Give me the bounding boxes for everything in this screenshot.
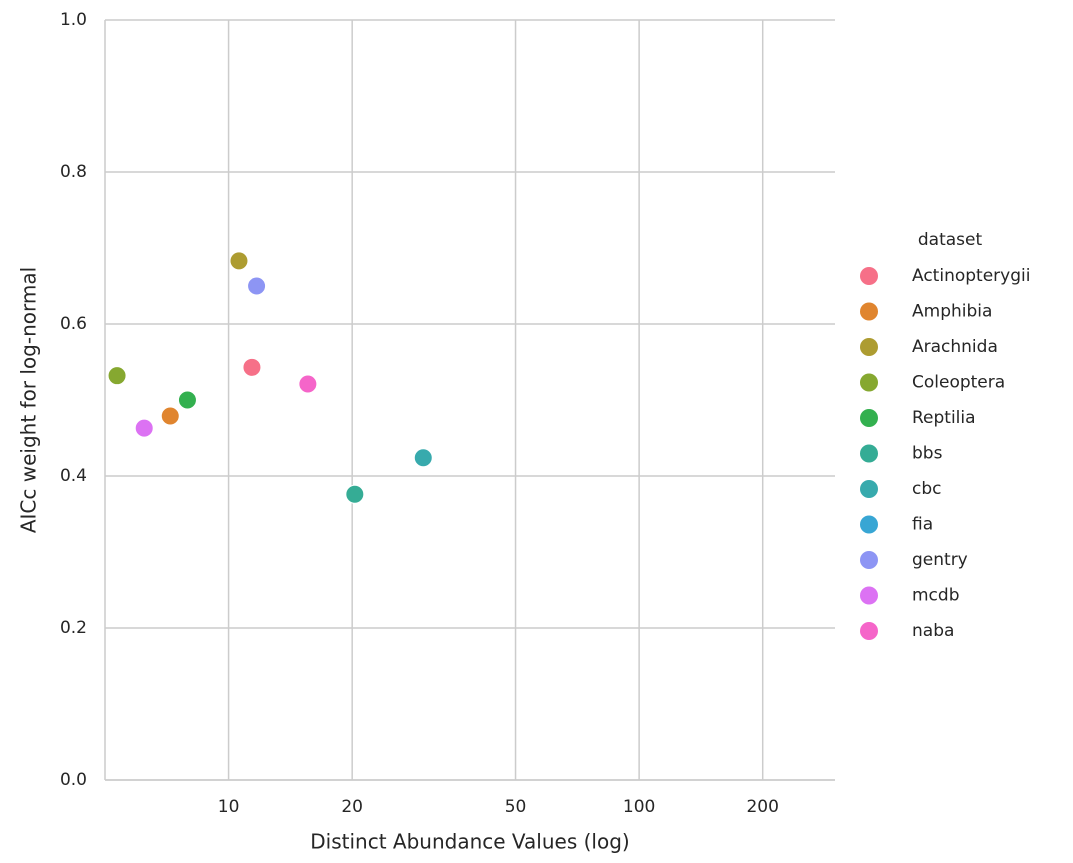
- legend-marker: [860, 409, 878, 427]
- legend-label: Amphibia: [912, 302, 992, 322]
- legend-marker: [860, 444, 878, 463]
- scatter-point: [229, 251, 249, 271]
- legend-label: Actinopterygii: [912, 266, 1030, 286]
- legend-label: Coleoptera: [912, 373, 1005, 393]
- legend-label: cbc: [912, 479, 941, 499]
- legend-marker: [860, 515, 878, 534]
- legend-marker: [860, 267, 878, 285]
- legend-marker: [860, 622, 878, 640]
- legend-label: fia: [912, 515, 933, 535]
- y-tick-label: 0.6: [60, 314, 87, 334]
- scatter-point: [134, 418, 154, 438]
- legend-marker: [860, 586, 878, 605]
- x-axis-label: Distinct Abundance Values (log): [310, 830, 629, 854]
- scatter-point: [107, 366, 127, 386]
- y-tick-label: 0.4: [60, 466, 87, 486]
- scatter-point: [298, 374, 318, 394]
- x-tick-label: 200: [746, 797, 778, 817]
- scatter-point: [177, 390, 197, 410]
- legend-label: Reptilia: [912, 408, 976, 428]
- scatter-point: [413, 448, 433, 468]
- legend-marker: [860, 302, 878, 321]
- legend-marker: [860, 551, 878, 569]
- legend-marker: [860, 480, 878, 498]
- legend-label: bbs: [912, 444, 943, 464]
- legend-label: mcdb: [912, 586, 960, 606]
- x-tick-label: 10: [218, 797, 240, 817]
- x-tick-label: 20: [341, 797, 363, 817]
- y-tick-label: 0.2: [60, 618, 87, 638]
- y-axis-label: AICc weight for log-normal: [17, 267, 41, 533]
- x-tick-label: 50: [505, 797, 527, 817]
- legend-marker: [860, 373, 878, 392]
- scatter-point: [160, 406, 180, 426]
- scatter-point: [247, 276, 267, 296]
- legend-label: naba: [912, 621, 954, 641]
- y-tick-label: 1.0: [60, 10, 87, 30]
- y-tick-label: 0.0: [60, 770, 87, 790]
- legend-label: gentry: [912, 550, 968, 570]
- x-tick-label: 100: [623, 797, 655, 817]
- scatter-point: [242, 357, 262, 377]
- y-tick-label: 0.8: [60, 162, 87, 182]
- legend-label: Arachnida: [912, 337, 998, 357]
- legend-marker: [860, 338, 878, 356]
- legend-title: dataset: [918, 230, 983, 250]
- scatter-point: [345, 484, 365, 504]
